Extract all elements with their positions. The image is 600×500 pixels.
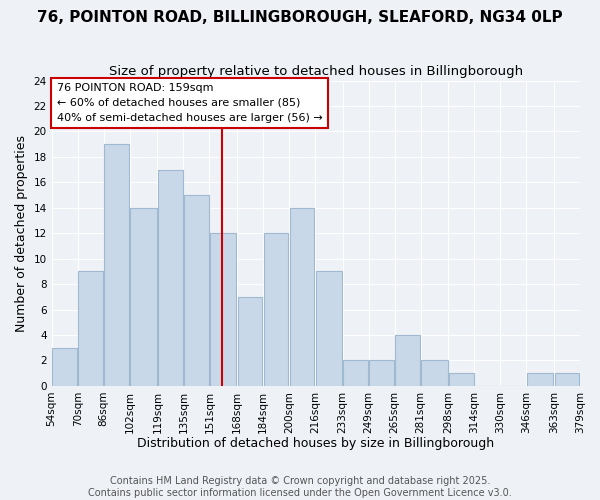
Text: 76 POINTON ROAD: 159sqm
← 60% of detached houses are smaller (85)
40% of semi-de: 76 POINTON ROAD: 159sqm ← 60% of detache… [56, 83, 322, 122]
Bar [421, 360, 448, 386]
Bar [238, 297, 262, 386]
Bar [527, 373, 553, 386]
Bar [343, 360, 368, 386]
Bar [449, 373, 473, 386]
Bar [130, 208, 157, 386]
Bar [79, 272, 103, 386]
Text: 76, POINTON ROAD, BILLINGBOROUGH, SLEAFORD, NG34 0LP: 76, POINTON ROAD, BILLINGBOROUGH, SLEAFO… [37, 10, 563, 25]
Text: Contains HM Land Registry data © Crown copyright and database right 2025.
Contai: Contains HM Land Registry data © Crown c… [88, 476, 512, 498]
Bar [263, 233, 289, 386]
X-axis label: Distribution of detached houses by size in Billingborough: Distribution of detached houses by size … [137, 437, 494, 450]
Y-axis label: Number of detached properties: Number of detached properties [15, 134, 28, 332]
Bar [184, 195, 209, 386]
Bar [316, 272, 342, 386]
Bar [395, 335, 420, 386]
Bar [210, 233, 236, 386]
Bar [554, 373, 580, 386]
Bar [158, 170, 182, 386]
Bar [104, 144, 129, 386]
Title: Size of property relative to detached houses in Billingborough: Size of property relative to detached ho… [109, 65, 523, 78]
Bar [370, 360, 394, 386]
Bar [52, 348, 77, 386]
Bar [290, 208, 314, 386]
